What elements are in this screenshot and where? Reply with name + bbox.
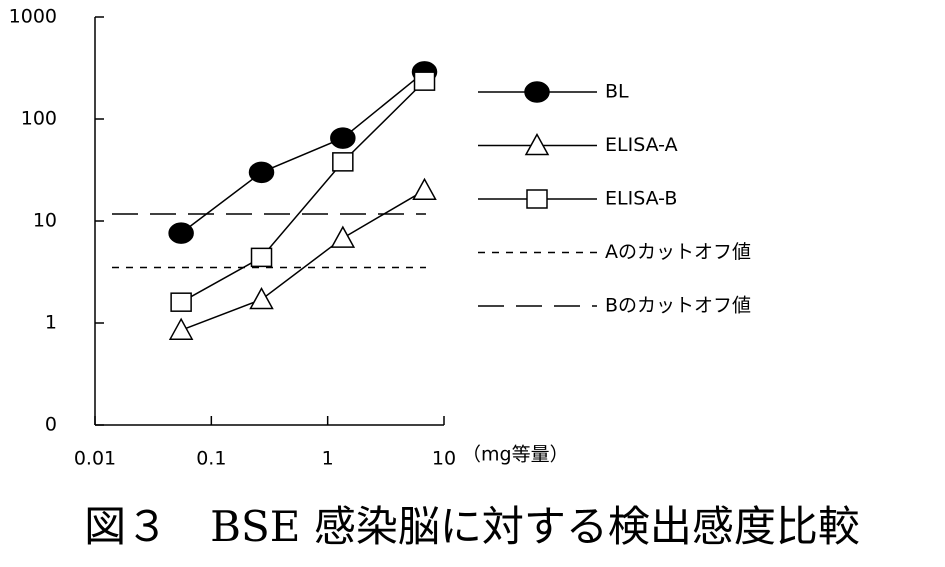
marker bbox=[250, 247, 273, 268]
y-tick-label: 1 bbox=[45, 312, 57, 334]
marker bbox=[330, 225, 356, 248]
y-tick-label: 100 bbox=[21, 108, 57, 130]
legend-label: ELISA-B bbox=[605, 188, 677, 210]
x-tick-label: 0.01 bbox=[74, 448, 116, 470]
marker bbox=[332, 152, 354, 172]
marker bbox=[248, 161, 275, 184]
x-tick-label: 0.1 bbox=[196, 448, 226, 470]
marker bbox=[413, 71, 436, 91]
y-tick-label: 1000 bbox=[9, 6, 57, 28]
series-line bbox=[180, 189, 425, 331]
marker bbox=[526, 189, 548, 209]
marker bbox=[168, 317, 194, 340]
x-tick-label: 10 bbox=[432, 448, 456, 470]
marker bbox=[412, 177, 437, 201]
legend-label: ELISA-A bbox=[605, 134, 678, 156]
marker bbox=[170, 292, 192, 312]
legend-label: BL bbox=[605, 81, 629, 103]
y-tick-label: 0 bbox=[45, 414, 57, 436]
marker bbox=[249, 286, 274, 310]
marker bbox=[524, 81, 550, 103]
x-axis-label: （mg等量） bbox=[462, 444, 569, 466]
x-tick-label: 1 bbox=[322, 448, 334, 470]
legend-label: Aのカットオフ値 bbox=[605, 241, 751, 263]
y-tick-label: 10 bbox=[33, 210, 57, 232]
marker bbox=[330, 127, 356, 149]
marker bbox=[524, 132, 550, 156]
series-line bbox=[180, 71, 425, 234]
chart-caption: 図３ BSE 感染脳に対する検出感度比較 bbox=[84, 502, 860, 551]
legend-label: Bのカットオフ値 bbox=[605, 295, 751, 317]
marker bbox=[168, 222, 194, 244]
series-line bbox=[180, 80, 426, 303]
